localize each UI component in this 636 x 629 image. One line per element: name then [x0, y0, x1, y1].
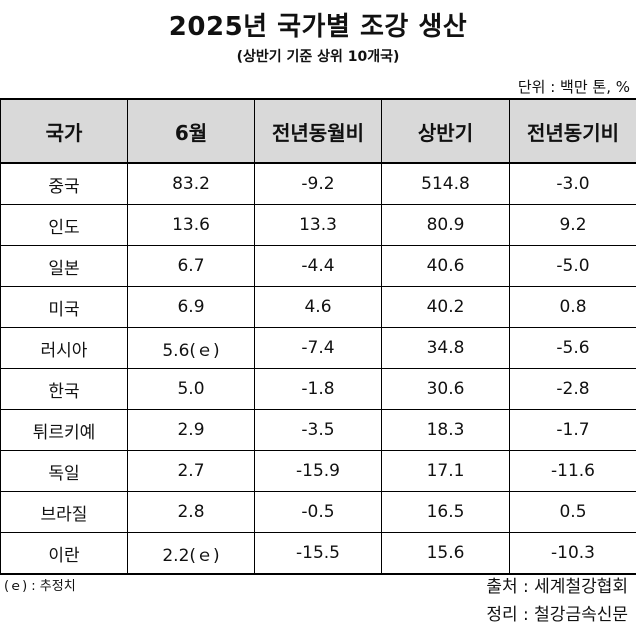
cell-country: 미국 [0, 286, 128, 328]
cell-first-half-yoy: -10.3 [509, 532, 636, 575]
cell-june-yoy: 4.6 [254, 286, 382, 328]
table-row: 러시아 5.6(ｅ) -7.4 34.8 -5.6 [0, 327, 636, 369]
cell-first-half: 40.6 [381, 245, 510, 287]
cell-country: 이란 [0, 532, 128, 575]
cell-june: 6.9 [127, 286, 255, 328]
cell-june-yoy: -4.4 [254, 245, 382, 287]
table-header-row: 국가 6월 전년동월비 상반기 전년동기비 [0, 98, 636, 164]
cell-june: 13.6 [127, 204, 255, 246]
cell-country: 한국 [0, 368, 128, 410]
cell-june: 2.8 [127, 491, 255, 533]
cell-june-yoy: -3.5 [254, 409, 382, 451]
editor-credit: 정리 : 철강금속신문 [486, 605, 628, 625]
table-row: 한국 5.0 -1.8 30.6 -2.8 [0, 368, 636, 410]
cell-country: 인도 [0, 204, 128, 246]
cell-country: 중국 [0, 162, 128, 205]
header-june-yoy: 전년동월비 [254, 98, 382, 164]
cell-june: 2.9 [127, 409, 255, 451]
cell-first-half-yoy: -11.6 [509, 450, 636, 492]
cell-first-half-yoy: -1.7 [509, 409, 636, 451]
cell-june: 2.2(ｅ) [127, 532, 255, 575]
cell-first-half-yoy: 0.5 [509, 491, 636, 533]
cell-country: 튀르키예 [0, 409, 128, 451]
cell-first-half-yoy: -3.0 [509, 162, 636, 205]
cell-first-half: 18.3 [381, 409, 510, 451]
cell-country: 독일 [0, 450, 128, 492]
header-june: 6월 [127, 98, 255, 164]
cell-june-yoy: -1.8 [254, 368, 382, 410]
table-row: 일본 6.7 -4.4 40.6 -5.0 [0, 245, 636, 287]
header-first-half-yoy: 전년동기비 [509, 98, 636, 164]
source-credit: 출처 : 세계철강협회 [486, 577, 628, 597]
page-subtitle: (상반기 기준 상위 10개국) [236, 49, 400, 65]
table-row: 독일 2.7 -15.9 17.1 -11.6 [0, 450, 636, 492]
cell-first-half-yoy: -5.0 [509, 245, 636, 287]
cell-june-yoy: -15.9 [254, 450, 382, 492]
cell-june: 6.7 [127, 245, 255, 287]
cell-country: 일본 [0, 245, 128, 287]
cell-first-half: 15.6 [381, 532, 510, 575]
cell-june: 2.7 [127, 450, 255, 492]
cell-first-half: 514.8 [381, 162, 510, 205]
cell-first-half-yoy: -5.6 [509, 327, 636, 369]
table-row: 이란 2.2(ｅ) -15.5 15.6 -10.3 [0, 532, 636, 575]
cell-country: 브라질 [0, 491, 128, 533]
header-first-half: 상반기 [381, 98, 510, 164]
table-row: 튀르키예 2.9 -3.5 18.3 -1.7 [0, 409, 636, 451]
estimate-note: (ｅ) : 추정치 [4, 579, 76, 594]
cell-june-yoy: 13.3 [254, 204, 382, 246]
cell-first-half-yoy: 9.2 [509, 204, 636, 246]
cell-june: 5.6(ｅ) [127, 327, 255, 369]
cell-june-yoy: -9.2 [254, 162, 382, 205]
cell-first-half: 40.2 [381, 286, 510, 328]
unit-label: 단위 : 백만 톤, % [517, 78, 630, 96]
cell-first-half-yoy: 0.8 [509, 286, 636, 328]
cell-first-half: 17.1 [381, 450, 510, 492]
header-country: 국가 [0, 98, 128, 164]
cell-first-half-yoy: -2.8 [509, 368, 636, 410]
table-row: 미국 6.9 4.6 40.2 0.8 [0, 286, 636, 328]
table-row: 브라질 2.8 -0.5 16.5 0.5 [0, 491, 636, 533]
cell-june-yoy: -15.5 [254, 532, 382, 575]
cell-first-half: 80.9 [381, 204, 510, 246]
cell-first-half: 34.8 [381, 327, 510, 369]
cell-june-yoy: -7.4 [254, 327, 382, 369]
cell-country: 러시아 [0, 327, 128, 369]
cell-june-yoy: -0.5 [254, 491, 382, 533]
steel-production-table: 국가 6월 전년동월비 상반기 전년동기비 중국 83.2 -9.2 514.8… [0, 98, 636, 575]
table-row: 인도 13.6 13.3 80.9 9.2 [0, 204, 636, 246]
cell-june: 5.0 [127, 368, 255, 410]
cell-first-half: 30.6 [381, 368, 510, 410]
page-title: 2025년 국가별 조강 생산 [168, 12, 468, 42]
cell-june: 83.2 [127, 162, 255, 205]
cell-first-half: 16.5 [381, 491, 510, 533]
table-row: 중국 83.2 -9.2 514.8 -3.0 [0, 162, 636, 205]
